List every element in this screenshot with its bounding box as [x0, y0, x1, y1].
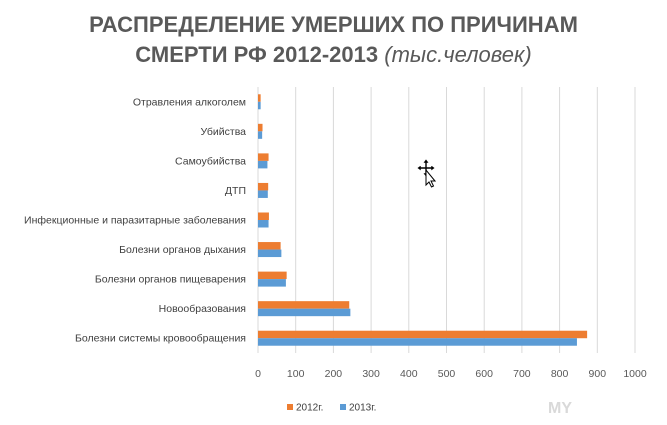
grid-lines: [257, 87, 636, 353]
x-tick-label: 700: [513, 368, 531, 380]
bar-2012: [258, 182, 269, 191]
chart-title-line2: СМЕРТИ РФ 2012-2013 (тыс.человек): [0, 40, 667, 70]
x-tick-label: 0: [255, 368, 261, 380]
x-tick-label: 1000: [623, 368, 647, 380]
x-tick-label: 200: [325, 368, 343, 380]
chart-title-subtitle: (тыс.человек): [384, 42, 532, 67]
bar-2012: [258, 94, 261, 102]
bar-2012: [258, 301, 350, 309]
chart-title-line1: РАСПРЕДЕЛЕНИЕ УМЕРШИХ ПО ПРИЧИНАМ: [89, 12, 578, 37]
x-axis-tick-labels: 0 100 200 300 400 500 600 700 800 900 1000: [255, 368, 647, 380]
legend-item: 2012г.: [287, 403, 323, 414]
bar-2013: [258, 279, 286, 287]
bar-2012: [258, 330, 588, 339]
x-tick-label: 600: [475, 368, 493, 380]
category-label: Новообразования: [159, 303, 246, 315]
bar-2013: [258, 308, 351, 317]
bar-2013: [258, 249, 282, 258]
bar-2012: [258, 153, 269, 161]
bar-2012: [258, 123, 263, 132]
x-tick-label: 100: [287, 368, 305, 380]
category-label: ДТП: [225, 185, 246, 197]
category-label: Самоубийства: [175, 155, 246, 167]
x-tick-label: 400: [400, 368, 418, 380]
bar-2012: [258, 242, 281, 250]
legend-label: 2012г.: [296, 403, 323, 414]
category-label: Отравления алкоголем: [133, 96, 246, 108]
bar-2013: [258, 160, 268, 169]
bar-2013: [258, 190, 268, 198]
legend-swatch: [287, 404, 293, 410]
bar-2013: [258, 220, 269, 228]
x-tick-label: 300: [362, 368, 380, 380]
category-label: Убийства: [200, 126, 246, 138]
chart-title: РАСПРЕДЕЛЕНИЕ УМЕРШИХ ПО ПРИЧИНАМ СМЕРТИ…: [0, 10, 667, 70]
legend-item: 2013г.: [340, 403, 376, 414]
category-labels: Отравления алкоголем Убийства Самоубийства…: [24, 96, 246, 344]
bar-2012: [258, 271, 287, 280]
legend: 2012г. 2013г.: [287, 403, 376, 414]
category-label: Болезни органов пищеварения: [95, 274, 246, 286]
category-label: Болезни системы кровообращения: [75, 333, 246, 345]
chart-title-main: СМЕРТИ РФ 2012-2013: [135, 42, 385, 67]
category-label: Инфекционные и паразитарные заболевания: [24, 215, 246, 227]
move-cursor-icon: [416, 158, 436, 188]
watermark: MY: [548, 400, 572, 417]
bars: [258, 94, 588, 346]
category-label: Болезни органов дыхания: [119, 244, 246, 256]
bar-2013: [258, 338, 577, 346]
legend-label: 2013г.: [349, 403, 376, 414]
x-tick-label: 500: [438, 368, 456, 380]
bar-2012: [258, 212, 269, 220]
x-tick-label: 900: [589, 368, 607, 380]
bar-2013: [258, 131, 263, 139]
bar-2013: [258, 101, 261, 110]
legend-swatch: [340, 404, 346, 410]
x-tick-label: 800: [551, 368, 569, 380]
